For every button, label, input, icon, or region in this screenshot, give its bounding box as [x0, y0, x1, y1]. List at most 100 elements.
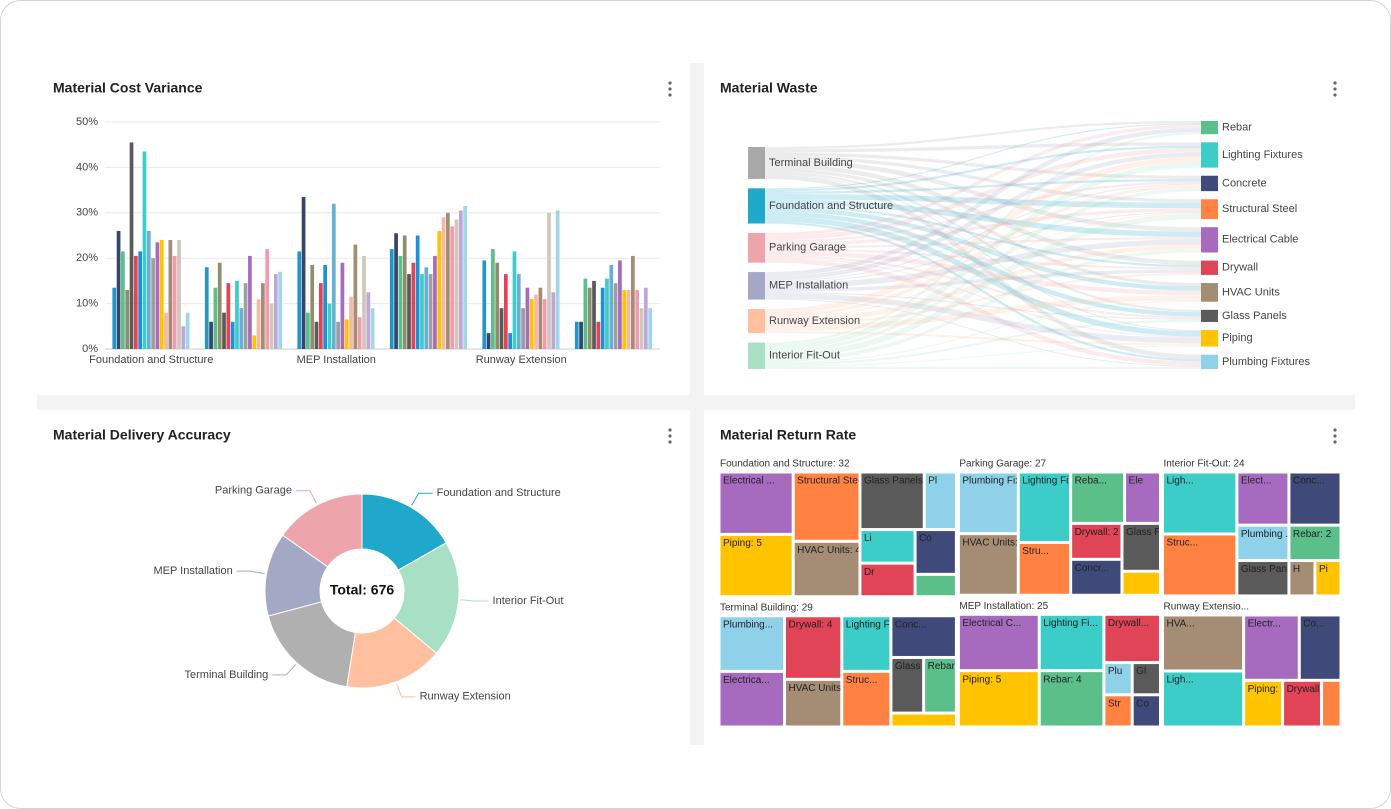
sankey-link: [764, 250, 1202, 296]
menu-dot[interactable]: [668, 87, 672, 91]
sankey-source-label: Foundation and Structure: [769, 200, 893, 212]
sankey-target-label: Structural Steel: [1222, 203, 1297, 215]
sankey-target-node: [1201, 227, 1218, 253]
treemap-cell: [1163, 616, 1243, 670]
donut-label: Parking Garage: [215, 485, 292, 497]
menu-dot[interactable]: [1333, 87, 1337, 91]
bar: [116, 230, 121, 349]
bar: [631, 255, 635, 349]
treemap-cell-label: Lighting Fi...: [1043, 618, 1097, 629]
sankey-link: [764, 213, 1202, 360]
sankey-target-label: Concrete: [1222, 177, 1267, 189]
treemap-cell: [1072, 524, 1121, 558]
sankey-link: [764, 121, 1202, 150]
treemap-cell: [892, 658, 923, 712]
bar: [547, 212, 551, 349]
menu-dot[interactable]: [1333, 440, 1337, 444]
menu-dot[interactable]: [1333, 428, 1337, 432]
bar: [248, 255, 252, 349]
bar: [331, 203, 336, 349]
treemap-cell: [1163, 535, 1236, 595]
bar: [164, 312, 168, 349]
treemap-cell-label: Conc...: [895, 619, 927, 630]
sankey-link: [764, 179, 1202, 194]
treemap-cell-label: Glass Pane...: [1241, 564, 1301, 575]
sankey-link: [764, 142, 1202, 153]
treemap-group-label: MEP Installation: 25: [959, 601, 1048, 612]
sankey-source-label: Runway Extension: [769, 315, 860, 327]
bar: [129, 142, 134, 349]
treemap-cell: [861, 531, 914, 562]
sankey-target-node: [1201, 309, 1218, 322]
bar: [133, 255, 138, 349]
bar: [648, 308, 652, 349]
menu-dot[interactable]: [668, 81, 672, 85]
menu-dot[interactable]: [668, 440, 672, 444]
sankey-link: [764, 212, 1202, 319]
panel: [37, 410, 690, 745]
treemap-cell-label: Reba...: [1075, 476, 1107, 487]
bar: [587, 287, 592, 349]
bar: [239, 308, 244, 349]
bar: [596, 321, 601, 349]
donut-leader: [236, 570, 265, 575]
menu-dot[interactable]: [668, 434, 672, 438]
bar: [643, 287, 648, 349]
sankey-link: [764, 124, 1202, 237]
sankey-target-label: Lighting Fixtures: [1222, 149, 1303, 161]
treemap-cell-label: Ele: [1129, 476, 1144, 487]
bar: [230, 321, 235, 349]
treemap-cell-label: Elect...: [1241, 476, 1272, 487]
treemap-cell: [959, 535, 1017, 594]
bar: [306, 312, 310, 349]
treemap-cell: [925, 658, 955, 712]
menu-dot[interactable]: [1333, 434, 1337, 438]
sankey-link: [764, 248, 1202, 270]
panel-title: Material Delivery Accuracy: [53, 427, 231, 443]
donut-label: Runway Extension: [420, 691, 511, 703]
sankey-link: [764, 123, 1202, 190]
bar: [525, 287, 530, 349]
bar: [209, 321, 213, 349]
sankey-link: [764, 127, 1202, 277]
bar: [635, 289, 640, 349]
bar: [318, 283, 323, 349]
treemap-cell-label: Str: [1108, 698, 1121, 709]
menu-dot[interactable]: [668, 93, 672, 97]
treemap-cell-label: Gl: [1136, 666, 1146, 677]
treemap-cell: [1133, 664, 1159, 694]
bar: [265, 249, 270, 349]
donut-leader: [460, 599, 489, 602]
bar: [622, 289, 627, 349]
panel-title: Material Return Rate: [720, 427, 856, 443]
bar: [301, 196, 306, 349]
y-tick-label: 20%: [76, 252, 98, 264]
treemap-cell: [720, 617, 783, 670]
treemap-cell: [959, 473, 1017, 533]
bar: [555, 210, 560, 349]
bar: [138, 251, 143, 349]
treemap-cell: [720, 473, 792, 533]
bar: [495, 262, 500, 349]
bar: [534, 294, 538, 349]
bar: [323, 265, 328, 349]
bar: [521, 308, 525, 349]
treemap-cell-label: Piping: 5: [723, 538, 762, 549]
treemap-cell: [1163, 672, 1243, 726]
treemap-cell-label: Rebar: 4: [1043, 674, 1082, 685]
bar: [463, 205, 467, 349]
bar: [261, 283, 265, 349]
sankey-target-label: Drywall: [1222, 262, 1258, 274]
menu-dot[interactable]: [668, 428, 672, 432]
bar: [454, 219, 459, 349]
y-tick-label: 10%: [76, 298, 98, 310]
treemap-cell-label: Electrical C...: [962, 618, 1021, 629]
sankey-link: [764, 167, 1202, 287]
menu-dot[interactable]: [1333, 93, 1337, 97]
treemap-cell-label: Piping: 2: [1248, 684, 1287, 695]
bar: [297, 251, 302, 349]
donut-label: MEP Installation: [153, 565, 232, 577]
menu-dot[interactable]: [1333, 81, 1337, 85]
treemap-cell: [785, 680, 841, 726]
